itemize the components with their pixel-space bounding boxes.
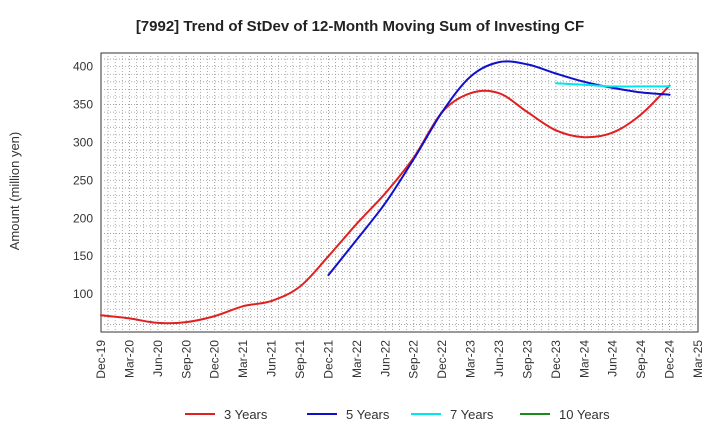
legend-label: 3 Years bbox=[224, 407, 268, 422]
plot-area bbox=[100, 52, 699, 333]
x-tick-label: Mar-21 bbox=[236, 340, 250, 378]
x-tick-label: Mar-25 bbox=[691, 340, 705, 378]
x-tick-label: Dec-19 bbox=[94, 340, 108, 379]
y-tick-label: 300 bbox=[73, 135, 93, 149]
x-tick-label: Mar-24 bbox=[577, 340, 591, 378]
x-tick-label: Jun-23 bbox=[492, 340, 506, 377]
x-tick-label: Sep-23 bbox=[520, 340, 534, 379]
y-tick-label: 250 bbox=[73, 173, 93, 187]
chart-title: [7992] Trend of StDev of 12-Month Moving… bbox=[136, 18, 584, 35]
x-tick-label: Mar-22 bbox=[350, 340, 364, 378]
legend: 3 Years 5 Years 7 Years 10 Years bbox=[185, 407, 610, 422]
y-tick-label: 150 bbox=[73, 249, 93, 263]
y-tick-label: 350 bbox=[73, 98, 93, 112]
x-tick-label: Jun-24 bbox=[606, 340, 620, 377]
x-tick-label: Dec-24 bbox=[663, 340, 677, 379]
x-tick-label: Mar-23 bbox=[464, 340, 478, 378]
y-tick-label: 400 bbox=[73, 60, 93, 74]
x-axis: Dec-19 Mar-20 Jun-20 Sep-20 Dec-20 Mar-21 Jun-… bbox=[94, 340, 705, 379]
y-axis-label: Amount (million yen) bbox=[7, 132, 22, 251]
x-tick-label: Jun-22 bbox=[378, 340, 392, 377]
plot-border bbox=[100, 52, 699, 333]
series-lines bbox=[100, 60, 671, 325]
x-tick-label: Dec-23 bbox=[549, 340, 563, 379]
x-tick-label: Sep-22 bbox=[407, 340, 421, 379]
legend-label: 10 Years bbox=[559, 407, 610, 422]
series-line-3-years bbox=[100, 84, 671, 325]
x-tick-label: Dec-22 bbox=[435, 340, 449, 379]
x-tick-label: Jun-20 bbox=[151, 340, 165, 377]
series-line-7-years bbox=[554, 82, 671, 88]
x-tick-label: Dec-21 bbox=[321, 340, 335, 379]
series-line-5-years bbox=[327, 60, 671, 277]
x-tick-label: Sep-24 bbox=[634, 340, 648, 379]
legend-label: 7 Years bbox=[450, 407, 494, 422]
y-tick-label: 200 bbox=[73, 211, 93, 225]
x-tick-label: Jun-21 bbox=[265, 340, 279, 377]
x-tick-label: Mar-20 bbox=[122, 340, 136, 378]
x-tick-label: Dec-20 bbox=[208, 340, 222, 379]
legend-label: 5 Years bbox=[346, 407, 390, 422]
x-tick-label: Sep-21 bbox=[293, 340, 307, 379]
y-axis: 100 150 200 250 300 350 400 bbox=[73, 60, 93, 301]
x-tick-label: Sep-20 bbox=[179, 340, 193, 379]
y-tick-label: 100 bbox=[73, 287, 93, 301]
